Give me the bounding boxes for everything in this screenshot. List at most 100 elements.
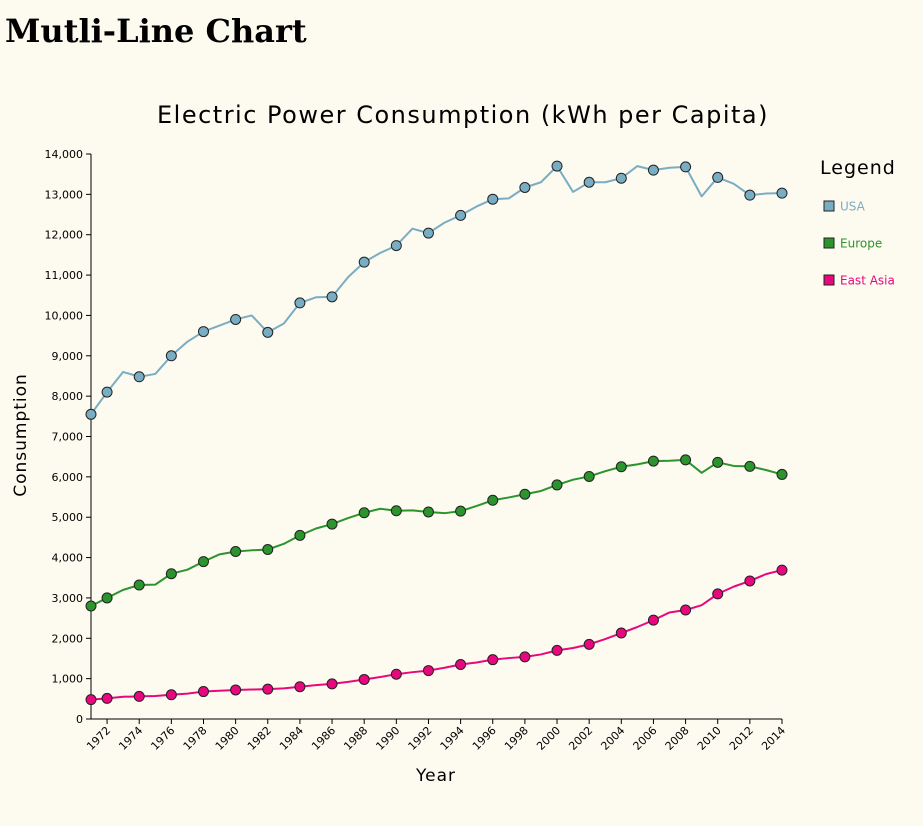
series-europe bbox=[85, 454, 788, 612]
data-point-east-asia bbox=[487, 654, 499, 666]
y-tick-label: 1,000 bbox=[52, 673, 84, 686]
data-point-usa bbox=[583, 176, 595, 188]
data-point-europe bbox=[744, 460, 756, 472]
x-tick-label: 1974 bbox=[116, 724, 145, 753]
y-tick-label: 2,000 bbox=[52, 632, 84, 645]
data-point-usa bbox=[455, 209, 467, 221]
data-point-usa bbox=[85, 408, 97, 420]
data-point-east-asia bbox=[680, 604, 692, 616]
x-tick-label: 2006 bbox=[631, 724, 660, 753]
data-point-east-asia bbox=[262, 683, 274, 695]
x-axis-title: Year bbox=[415, 766, 456, 786]
x-tick-label: 1986 bbox=[309, 724, 338, 753]
data-point-europe bbox=[422, 506, 434, 518]
data-point-usa bbox=[647, 164, 659, 176]
data-point-usa bbox=[358, 256, 370, 268]
x-tick-label: 1996 bbox=[470, 724, 499, 753]
data-point-usa bbox=[390, 240, 402, 252]
series-east-asia bbox=[85, 564, 788, 706]
data-point-europe bbox=[647, 455, 659, 467]
data-point-east-asia bbox=[230, 684, 242, 696]
series-line-east-asia bbox=[90, 569, 783, 701]
x-tick-label: 2008 bbox=[663, 724, 692, 753]
y-tick-label: 6,000 bbox=[52, 471, 84, 484]
data-point-usa bbox=[133, 371, 145, 383]
x-tick-label: 2002 bbox=[566, 724, 595, 753]
data-point-east-asia bbox=[358, 673, 370, 685]
data-point-usa bbox=[422, 227, 434, 239]
x-tick-label: 1998 bbox=[502, 724, 531, 753]
y-tick-label: 8,000 bbox=[52, 390, 84, 403]
data-point-europe bbox=[615, 461, 627, 473]
y-tick-label: 9,000 bbox=[52, 350, 84, 363]
y-tick-label: 0 bbox=[76, 713, 83, 726]
data-point-east-asia bbox=[390, 668, 402, 680]
legend-label-usa: USA bbox=[840, 200, 866, 214]
legend-swatch-east-asia bbox=[823, 274, 835, 286]
series-line-usa bbox=[90, 165, 783, 415]
x-tick-label: 1994 bbox=[438, 724, 467, 753]
data-point-usa bbox=[551, 160, 563, 172]
data-point-europe bbox=[712, 456, 724, 468]
data-point-usa bbox=[487, 193, 499, 205]
data-point-europe bbox=[519, 488, 531, 500]
data-point-europe bbox=[390, 505, 402, 517]
data-point-europe bbox=[165, 568, 177, 580]
data-point-europe bbox=[262, 544, 274, 555]
data-point-europe bbox=[776, 468, 788, 480]
y-tick-label: 7,000 bbox=[52, 431, 84, 444]
data-point-europe bbox=[101, 592, 113, 604]
data-point-usa bbox=[165, 350, 177, 362]
y-tick-label: 13,000 bbox=[45, 188, 84, 201]
data-point-europe bbox=[583, 470, 595, 482]
data-point-east-asia bbox=[615, 627, 627, 639]
data-point-east-asia bbox=[712, 588, 724, 600]
data-point-europe bbox=[133, 579, 145, 591]
data-point-europe bbox=[680, 454, 692, 466]
data-point-usa bbox=[294, 297, 306, 309]
data-point-usa bbox=[197, 326, 209, 338]
data-point-usa bbox=[262, 326, 274, 338]
data-point-east-asia bbox=[744, 575, 756, 587]
legend-title: Legend bbox=[820, 157, 896, 179]
legend-swatch-usa bbox=[823, 200, 835, 212]
data-point-usa bbox=[326, 291, 338, 303]
data-point-east-asia bbox=[133, 690, 145, 702]
data-point-usa bbox=[680, 161, 692, 173]
series-usa bbox=[85, 160, 788, 420]
data-point-europe bbox=[294, 529, 306, 541]
data-point-east-asia bbox=[422, 665, 434, 677]
data-point-usa bbox=[519, 181, 531, 193]
legend-swatch-europe bbox=[823, 237, 835, 249]
legend: Legend USA Europe East Asia bbox=[820, 157, 896, 288]
data-point-east-asia bbox=[551, 644, 563, 656]
y-axis-title: Consumption bbox=[11, 373, 31, 497]
x-tick-label: 2012 bbox=[727, 724, 756, 753]
data-point-east-asia bbox=[165, 689, 177, 701]
legend-label-east-asia: East Asia bbox=[840, 274, 895, 288]
data-point-europe bbox=[455, 505, 467, 517]
data-point-east-asia bbox=[197, 686, 209, 698]
y-tick-label: 12,000 bbox=[45, 229, 84, 242]
x-tick-label: 2000 bbox=[534, 724, 563, 753]
x-tick-label: 1982 bbox=[245, 724, 274, 753]
data-point-usa bbox=[744, 189, 756, 201]
x-tick-label: 1990 bbox=[373, 724, 402, 753]
x-tick-label: 1976 bbox=[148, 724, 177, 753]
data-point-europe bbox=[230, 546, 242, 558]
data-point-usa bbox=[712, 171, 724, 183]
y-tick-label: 5,000 bbox=[52, 511, 84, 524]
x-tick-label: 1992 bbox=[406, 724, 435, 753]
data-point-europe bbox=[326, 518, 338, 530]
y-tick-label: 10,000 bbox=[45, 309, 84, 322]
axes: 0 1,000 2,000 3,000 4,000 5,000 6,000 7,000 8,00… bbox=[45, 148, 789, 753]
data-point-east-asia bbox=[583, 638, 595, 650]
series-layer bbox=[85, 160, 788, 706]
data-point-usa bbox=[230, 313, 242, 325]
x-tick-label: 2014 bbox=[759, 724, 788, 753]
data-point-east-asia bbox=[326, 678, 338, 690]
data-point-europe bbox=[197, 556, 209, 568]
y-tick-label: 3,000 bbox=[52, 592, 84, 605]
y-tick-label: 4,000 bbox=[52, 552, 84, 565]
